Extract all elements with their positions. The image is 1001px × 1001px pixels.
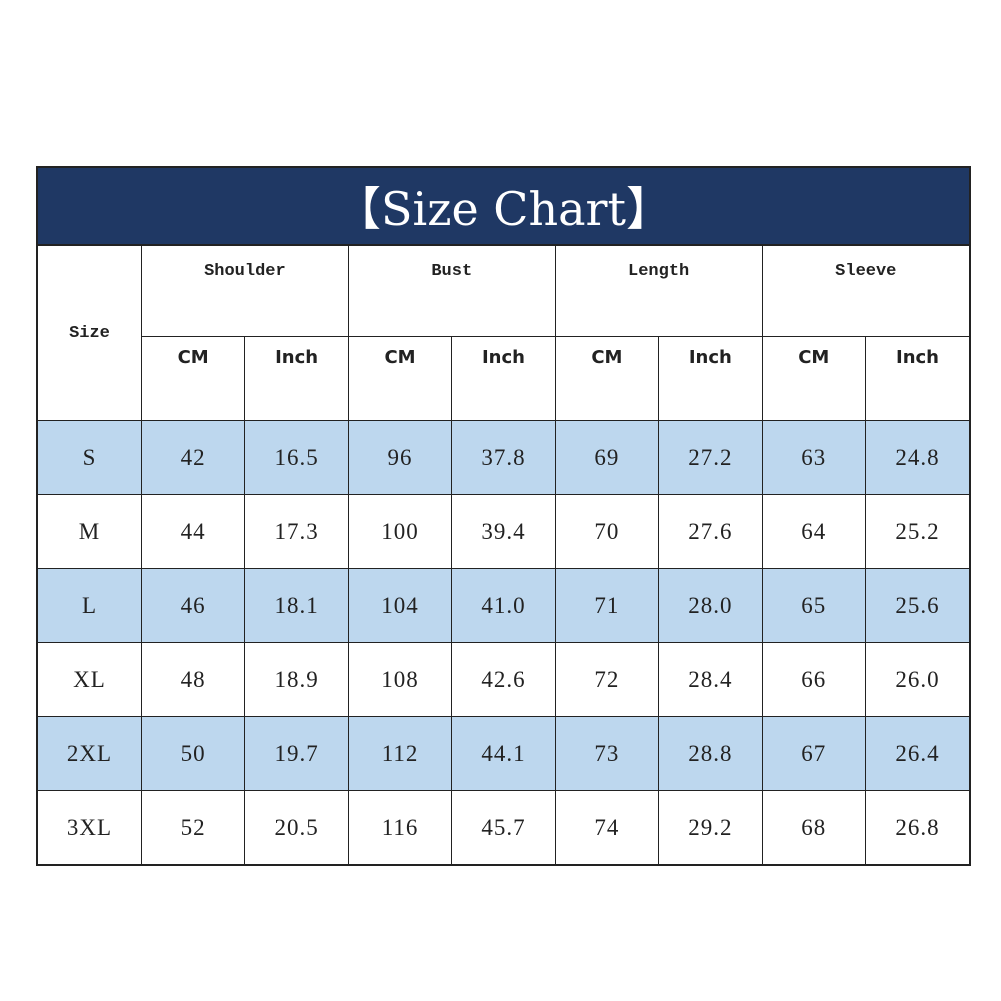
value-cell: 28.0: [658, 568, 763, 643]
value-cell: 20.5: [244, 790, 349, 864]
table-row: L 46 18.1 104 41.0 71 28.0 65 25.6: [38, 568, 969, 643]
value-cell: 28.4: [658, 642, 763, 717]
header-bust: Bust: [347, 246, 556, 337]
value-cell: 104: [347, 568, 453, 643]
value-cell: 28.8: [658, 716, 763, 791]
value-cell: 45.7: [451, 790, 556, 864]
value-cell: 63: [761, 420, 867, 495]
value-cell: 112: [347, 716, 453, 791]
header-unit-cm: CM: [761, 336, 867, 421]
value-cell: 18.1: [244, 568, 349, 643]
value-cell: 18.9: [244, 642, 349, 717]
value-cell: 100: [347, 494, 453, 569]
value-cell: 48: [140, 642, 246, 717]
value-cell: 24.8: [865, 420, 969, 495]
size-chart: 【Size Chart】 Size Shoulder Bust Length S…: [36, 166, 971, 866]
value-cell: 50: [140, 716, 246, 791]
value-cell: 71: [554, 568, 660, 643]
value-cell: 42: [140, 420, 246, 495]
header-unit-inch: Inch: [865, 336, 969, 421]
value-cell: 25.2: [865, 494, 969, 569]
value-cell: 67: [761, 716, 867, 791]
value-cell: 68: [761, 790, 867, 864]
value-cell: 44: [140, 494, 246, 569]
value-cell: 96: [347, 420, 453, 495]
header-length: Length: [554, 246, 763, 337]
value-cell: 26.4: [865, 716, 969, 791]
size-cell: XL: [38, 642, 142, 717]
value-cell: 64: [761, 494, 867, 569]
value-cell: 70: [554, 494, 660, 569]
value-cell: 44.1: [451, 716, 556, 791]
value-cell: 66: [761, 642, 867, 717]
size-cell: 2XL: [38, 716, 142, 791]
header-unit-cm: CM: [141, 336, 246, 421]
value-cell: 27.2: [658, 420, 763, 495]
value-cell: 37.8: [451, 420, 556, 495]
table-row: XL 48 18.9 108 42.6 72 28.4 66 26.0: [38, 642, 969, 717]
header-unit-inch: Inch: [244, 336, 349, 421]
value-cell: 41.0: [451, 568, 556, 643]
size-table: Size Shoulder Bust Length Sleeve CM Inch…: [38, 246, 969, 864]
size-cell: 3XL: [38, 790, 142, 864]
header-shoulder: Shoulder: [140, 246, 349, 337]
table-row: S 42 16.5 96 37.8 69 27.2 63 24.8: [38, 420, 969, 495]
value-cell: 26.0: [865, 642, 969, 717]
value-cell: 72: [554, 642, 660, 717]
value-cell: 73: [554, 716, 660, 791]
header-row-units: CM Inch CM Inch CM Inch CM Inch: [38, 336, 969, 421]
header-unit-cm: CM: [554, 336, 660, 421]
size-cell: M: [38, 494, 142, 569]
value-cell: 42.6: [451, 642, 556, 717]
value-cell: 16.5: [244, 420, 349, 495]
table-row: 3XL 52 20.5 116 45.7 74 29.2 68 26.8: [38, 790, 969, 864]
value-cell: 69: [554, 420, 660, 495]
value-cell: 27.6: [658, 494, 763, 569]
size-cell: L: [38, 568, 142, 643]
value-cell: 116: [347, 790, 453, 864]
header-size: Size: [38, 246, 142, 421]
header-row-groups: Size Shoulder Bust Length Sleeve: [38, 246, 969, 421]
header-unit-cm: CM: [347, 336, 453, 421]
value-cell: 26.8: [865, 790, 969, 864]
header-sleeve: Sleeve: [761, 246, 969, 337]
value-cell: 39.4: [451, 494, 556, 569]
value-cell: 17.3: [244, 494, 349, 569]
table-row: 2XL 50 19.7 112 44.1 73 28.8 67 26.4: [38, 716, 969, 791]
value-cell: 108: [347, 642, 453, 717]
header-unit-inch: Inch: [451, 336, 556, 421]
table-row: M 44 17.3 100 39.4 70 27.6 64 25.2: [38, 494, 969, 569]
chart-title: 【Size Chart】: [38, 168, 969, 246]
value-cell: 74: [554, 790, 660, 864]
value-cell: 46: [140, 568, 246, 643]
header-unit-inch: Inch: [658, 336, 763, 421]
value-cell: 52: [140, 790, 246, 864]
value-cell: 65: [761, 568, 867, 643]
value-cell: 29.2: [658, 790, 763, 864]
size-cell: S: [38, 420, 142, 495]
value-cell: 25.6: [865, 568, 969, 643]
value-cell: 19.7: [244, 716, 349, 791]
